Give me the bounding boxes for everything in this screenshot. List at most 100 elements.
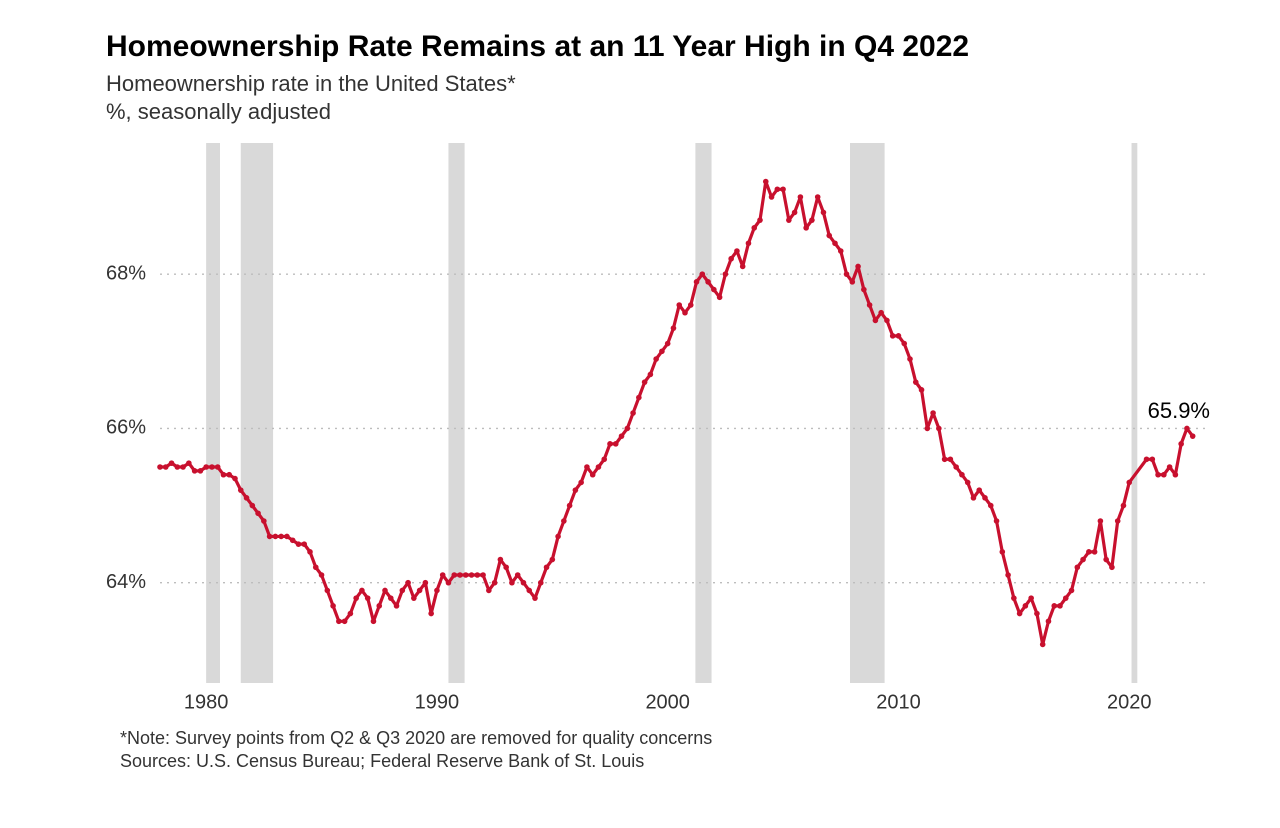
data-marker xyxy=(307,549,313,555)
data-marker xyxy=(469,572,475,578)
data-marker xyxy=(890,333,896,339)
data-marker xyxy=(942,456,948,462)
data-marker xyxy=(238,487,244,493)
data-marker xyxy=(648,372,654,378)
data-marker xyxy=(705,279,711,285)
data-marker xyxy=(394,603,400,609)
x-axis-label: 2000 xyxy=(645,692,690,713)
data-marker xyxy=(821,210,827,216)
data-marker xyxy=(1000,549,1006,555)
data-marker xyxy=(330,603,336,609)
footnote-line-1: *Note: Survey points from Q2 & Q3 2020 a… xyxy=(120,728,712,748)
data-marker xyxy=(163,464,169,470)
recession-band xyxy=(695,143,711,683)
data-marker xyxy=(1155,472,1161,478)
data-marker xyxy=(325,588,331,594)
data-marker xyxy=(930,410,936,416)
data-marker xyxy=(971,495,977,501)
data-marker xyxy=(555,534,561,540)
data-marker xyxy=(1126,480,1132,486)
subtitle-line-2: %, seasonally adjusted xyxy=(106,99,331,124)
data-marker xyxy=(746,240,752,246)
data-marker xyxy=(676,302,682,308)
data-marker xyxy=(284,534,290,540)
data-marker xyxy=(1063,595,1069,601)
data-marker xyxy=(544,564,550,570)
data-marker xyxy=(803,225,809,231)
data-marker xyxy=(590,472,596,478)
data-marker xyxy=(1150,456,1156,462)
data-marker xyxy=(659,348,665,354)
data-marker xyxy=(936,426,942,432)
data-marker xyxy=(1011,595,1017,601)
endpoint-label: 65.9% xyxy=(1148,398,1210,423)
chart-footnote: *Note: Survey points from Q2 & Q3 2020 a… xyxy=(120,727,1240,774)
data-marker xyxy=(988,503,994,509)
data-marker xyxy=(538,580,544,586)
data-marker xyxy=(446,580,452,586)
data-marker xyxy=(780,186,786,192)
data-marker xyxy=(232,476,238,482)
data-marker xyxy=(838,248,844,254)
data-marker xyxy=(688,302,694,308)
data-marker xyxy=(907,356,913,362)
data-marker xyxy=(1184,426,1190,432)
data-marker xyxy=(209,464,215,470)
data-marker xyxy=(694,279,700,285)
data-marker xyxy=(255,510,261,516)
data-marker xyxy=(290,537,296,543)
data-marker xyxy=(711,287,717,293)
data-line xyxy=(160,182,1193,645)
data-marker xyxy=(1103,557,1109,563)
data-marker xyxy=(1080,557,1086,563)
y-axis-label: 66% xyxy=(106,417,146,439)
data-marker xyxy=(959,472,965,478)
data-marker xyxy=(250,503,256,509)
recession-band xyxy=(206,143,220,683)
data-marker xyxy=(1069,588,1075,594)
data-marker xyxy=(1121,503,1127,509)
data-marker xyxy=(1034,611,1040,617)
data-marker xyxy=(342,618,348,624)
data-marker xyxy=(734,248,740,254)
data-marker xyxy=(809,217,815,223)
data-marker xyxy=(1017,611,1023,617)
data-marker xyxy=(423,580,429,586)
data-marker xyxy=(925,426,931,432)
data-marker xyxy=(578,480,584,486)
data-marker xyxy=(596,464,602,470)
data-marker xyxy=(601,456,607,462)
data-marker xyxy=(348,611,354,617)
data-marker xyxy=(192,468,198,474)
data-marker xyxy=(775,186,781,192)
data-marker xyxy=(175,464,181,470)
data-marker xyxy=(498,557,504,563)
data-marker xyxy=(607,441,613,447)
data-marker xyxy=(1040,642,1046,648)
data-marker xyxy=(550,557,556,563)
data-marker xyxy=(273,534,279,540)
data-marker xyxy=(1109,564,1115,570)
data-marker xyxy=(515,572,521,578)
y-axis-label: 64% xyxy=(106,571,146,593)
data-marker xyxy=(700,271,706,277)
recession-band xyxy=(448,143,464,683)
footnote-line-2: Sources: U.S. Census Bureau; Federal Res… xyxy=(120,751,644,771)
data-marker xyxy=(376,603,382,609)
data-marker xyxy=(855,264,861,270)
data-marker xyxy=(584,464,590,470)
data-marker xyxy=(625,426,631,432)
subtitle-line-1: Homeownership rate in the United States* xyxy=(106,71,516,96)
data-marker xyxy=(965,480,971,486)
data-marker xyxy=(1075,564,1081,570)
data-marker xyxy=(740,264,746,270)
data-marker xyxy=(353,595,359,601)
data-marker xyxy=(457,572,463,578)
data-marker xyxy=(786,217,792,223)
data-marker xyxy=(901,341,907,347)
x-axis-label: 2020 xyxy=(1107,692,1152,713)
data-marker xyxy=(244,495,250,501)
data-marker xyxy=(1167,464,1173,470)
data-marker xyxy=(665,341,671,347)
data-marker xyxy=(1144,456,1150,462)
